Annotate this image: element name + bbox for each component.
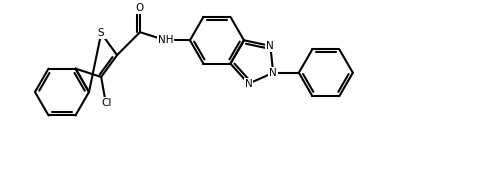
- Text: N: N: [244, 79, 252, 89]
- Text: S: S: [98, 28, 105, 38]
- Text: N: N: [266, 41, 274, 51]
- Text: N: N: [269, 68, 277, 78]
- Text: NH: NH: [158, 35, 173, 45]
- Text: O: O: [136, 3, 144, 13]
- Text: Cl: Cl: [101, 98, 112, 108]
